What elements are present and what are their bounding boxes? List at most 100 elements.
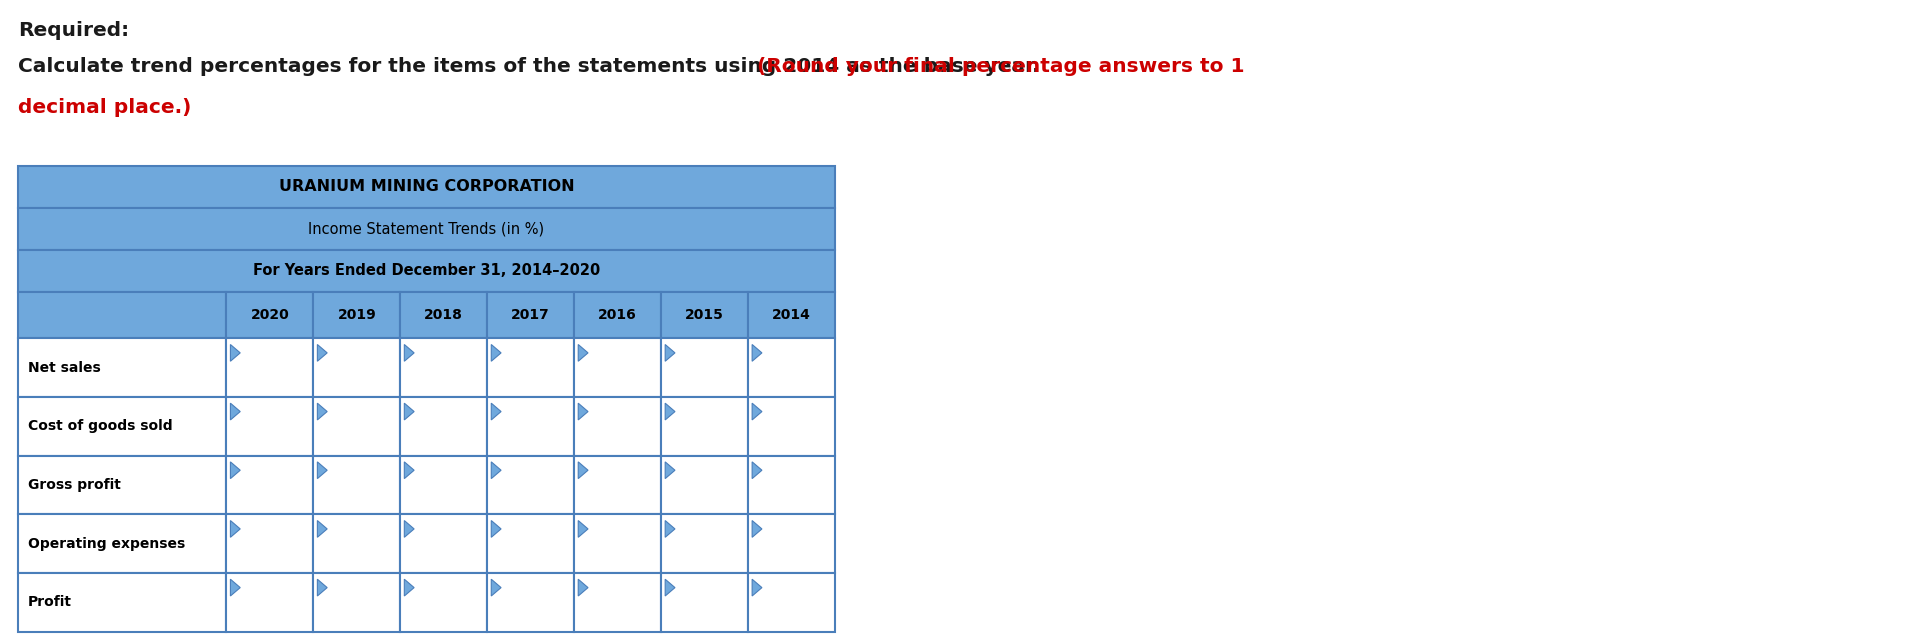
Bar xyxy=(313,397,401,456)
Polygon shape xyxy=(405,403,414,420)
Bar xyxy=(661,456,749,514)
Text: 2020: 2020 xyxy=(250,308,288,322)
Polygon shape xyxy=(405,462,414,478)
Bar xyxy=(661,514,749,573)
Polygon shape xyxy=(231,403,241,420)
Polygon shape xyxy=(317,521,327,537)
Polygon shape xyxy=(231,345,241,361)
Bar xyxy=(487,338,575,397)
Bar xyxy=(227,514,313,573)
Polygon shape xyxy=(491,345,500,361)
Text: For Years Ended December 31, 2014–2020: For Years Ended December 31, 2014–2020 xyxy=(252,263,600,278)
Text: (Round your final percentage answers to 1: (Round your final percentage answers to … xyxy=(756,57,1243,76)
Bar xyxy=(575,456,661,514)
Bar xyxy=(575,573,661,632)
Bar xyxy=(17,166,835,208)
Polygon shape xyxy=(753,345,762,361)
Bar xyxy=(749,397,835,456)
Bar xyxy=(749,338,835,397)
Bar xyxy=(661,292,749,338)
Bar xyxy=(487,514,575,573)
Polygon shape xyxy=(753,579,762,596)
Bar xyxy=(17,456,227,514)
Bar xyxy=(487,456,575,514)
Polygon shape xyxy=(753,403,762,420)
Polygon shape xyxy=(579,579,588,596)
Text: Profit: Profit xyxy=(29,595,73,609)
Bar xyxy=(487,397,575,456)
Polygon shape xyxy=(317,462,327,478)
Polygon shape xyxy=(317,579,327,596)
Bar xyxy=(17,514,227,573)
Bar xyxy=(749,573,835,632)
Polygon shape xyxy=(753,521,762,537)
Polygon shape xyxy=(665,462,674,478)
Text: 2016: 2016 xyxy=(598,308,638,322)
Bar xyxy=(401,397,487,456)
Text: 2018: 2018 xyxy=(424,308,462,322)
Text: Gross profit: Gross profit xyxy=(29,478,120,492)
Bar xyxy=(661,573,749,632)
Polygon shape xyxy=(665,403,674,420)
Polygon shape xyxy=(665,345,674,361)
Text: 2015: 2015 xyxy=(686,308,724,322)
Bar xyxy=(661,338,749,397)
Bar xyxy=(575,338,661,397)
Bar xyxy=(227,338,313,397)
Polygon shape xyxy=(405,521,414,537)
Polygon shape xyxy=(579,521,588,537)
Bar xyxy=(313,456,401,514)
Bar xyxy=(749,456,835,514)
Bar xyxy=(17,208,835,249)
Bar xyxy=(401,456,487,514)
Bar xyxy=(17,573,227,632)
Text: Operating expenses: Operating expenses xyxy=(29,537,185,551)
Polygon shape xyxy=(579,403,588,420)
Bar xyxy=(17,249,835,292)
Bar xyxy=(17,397,227,456)
Text: 2017: 2017 xyxy=(512,308,550,322)
Bar xyxy=(313,514,401,573)
Bar xyxy=(401,573,487,632)
Text: Net sales: Net sales xyxy=(29,360,101,375)
Polygon shape xyxy=(317,403,327,420)
Text: Calculate trend percentages for the items of the statements using 2014 as the ba: Calculate trend percentages for the item… xyxy=(17,57,1047,76)
Bar xyxy=(401,292,487,338)
Bar xyxy=(313,338,401,397)
Bar xyxy=(17,338,227,397)
Bar xyxy=(227,573,313,632)
Polygon shape xyxy=(405,579,414,596)
Polygon shape xyxy=(665,521,674,537)
Polygon shape xyxy=(753,462,762,478)
Bar xyxy=(575,514,661,573)
Bar xyxy=(661,397,749,456)
Bar xyxy=(227,397,313,456)
Bar xyxy=(401,514,487,573)
Bar xyxy=(575,292,661,338)
Polygon shape xyxy=(491,403,500,420)
Bar xyxy=(749,514,835,573)
Polygon shape xyxy=(491,521,500,537)
Text: Required:: Required: xyxy=(17,21,130,40)
Bar xyxy=(313,573,401,632)
Polygon shape xyxy=(317,345,327,361)
Polygon shape xyxy=(231,521,241,537)
Bar xyxy=(749,292,835,338)
Text: decimal place.): decimal place.) xyxy=(17,98,191,117)
Polygon shape xyxy=(231,579,241,596)
Bar xyxy=(227,456,313,514)
Polygon shape xyxy=(579,462,588,478)
Bar xyxy=(401,338,487,397)
Bar xyxy=(487,573,575,632)
Polygon shape xyxy=(231,462,241,478)
Text: URANIUM MINING CORPORATION: URANIUM MINING CORPORATION xyxy=(279,179,575,195)
Polygon shape xyxy=(579,345,588,361)
Bar xyxy=(575,397,661,456)
Polygon shape xyxy=(405,345,414,361)
Bar xyxy=(313,292,401,338)
Text: 2019: 2019 xyxy=(338,308,376,322)
Text: Cost of goods sold: Cost of goods sold xyxy=(29,419,172,433)
Polygon shape xyxy=(491,462,500,478)
Polygon shape xyxy=(491,579,500,596)
Bar xyxy=(487,292,575,338)
